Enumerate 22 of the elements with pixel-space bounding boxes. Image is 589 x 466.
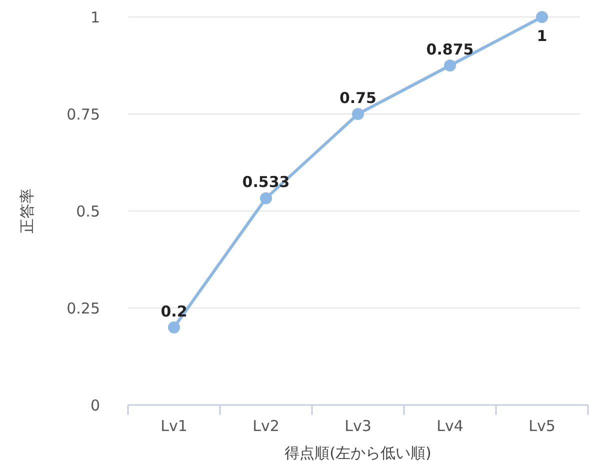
y-tick-label: 0.5 (76, 202, 100, 220)
y-axis-title: 正答率 (18, 188, 36, 234)
data-label: 0.533 (242, 173, 290, 192)
data-label: 0.875 (426, 40, 474, 58)
x-axis-title: 得点順(左から低い順) (284, 444, 432, 462)
y-tick-label: 0 (90, 396, 100, 414)
x-tick-label: Lv3 (344, 417, 372, 435)
x-tick-label: Lv5 (528, 417, 556, 435)
point (352, 108, 364, 120)
x-tick-label: Lv4 (436, 417, 464, 435)
point (536, 11, 548, 23)
y-tick-label: 1 (90, 8, 100, 26)
y-tick-label: 0.75 (66, 105, 100, 124)
x-tick-label: Lv1 (160, 417, 188, 435)
data-label: 0.75 (339, 89, 377, 107)
x-tick-label: Lv2 (252, 417, 280, 435)
data-label: 0.2 (160, 302, 188, 320)
point (260, 192, 272, 204)
y-tick-label: 0.25 (66, 299, 100, 318)
data-label: 1 (536, 27, 548, 45)
point (444, 60, 456, 72)
point (168, 321, 180, 334)
